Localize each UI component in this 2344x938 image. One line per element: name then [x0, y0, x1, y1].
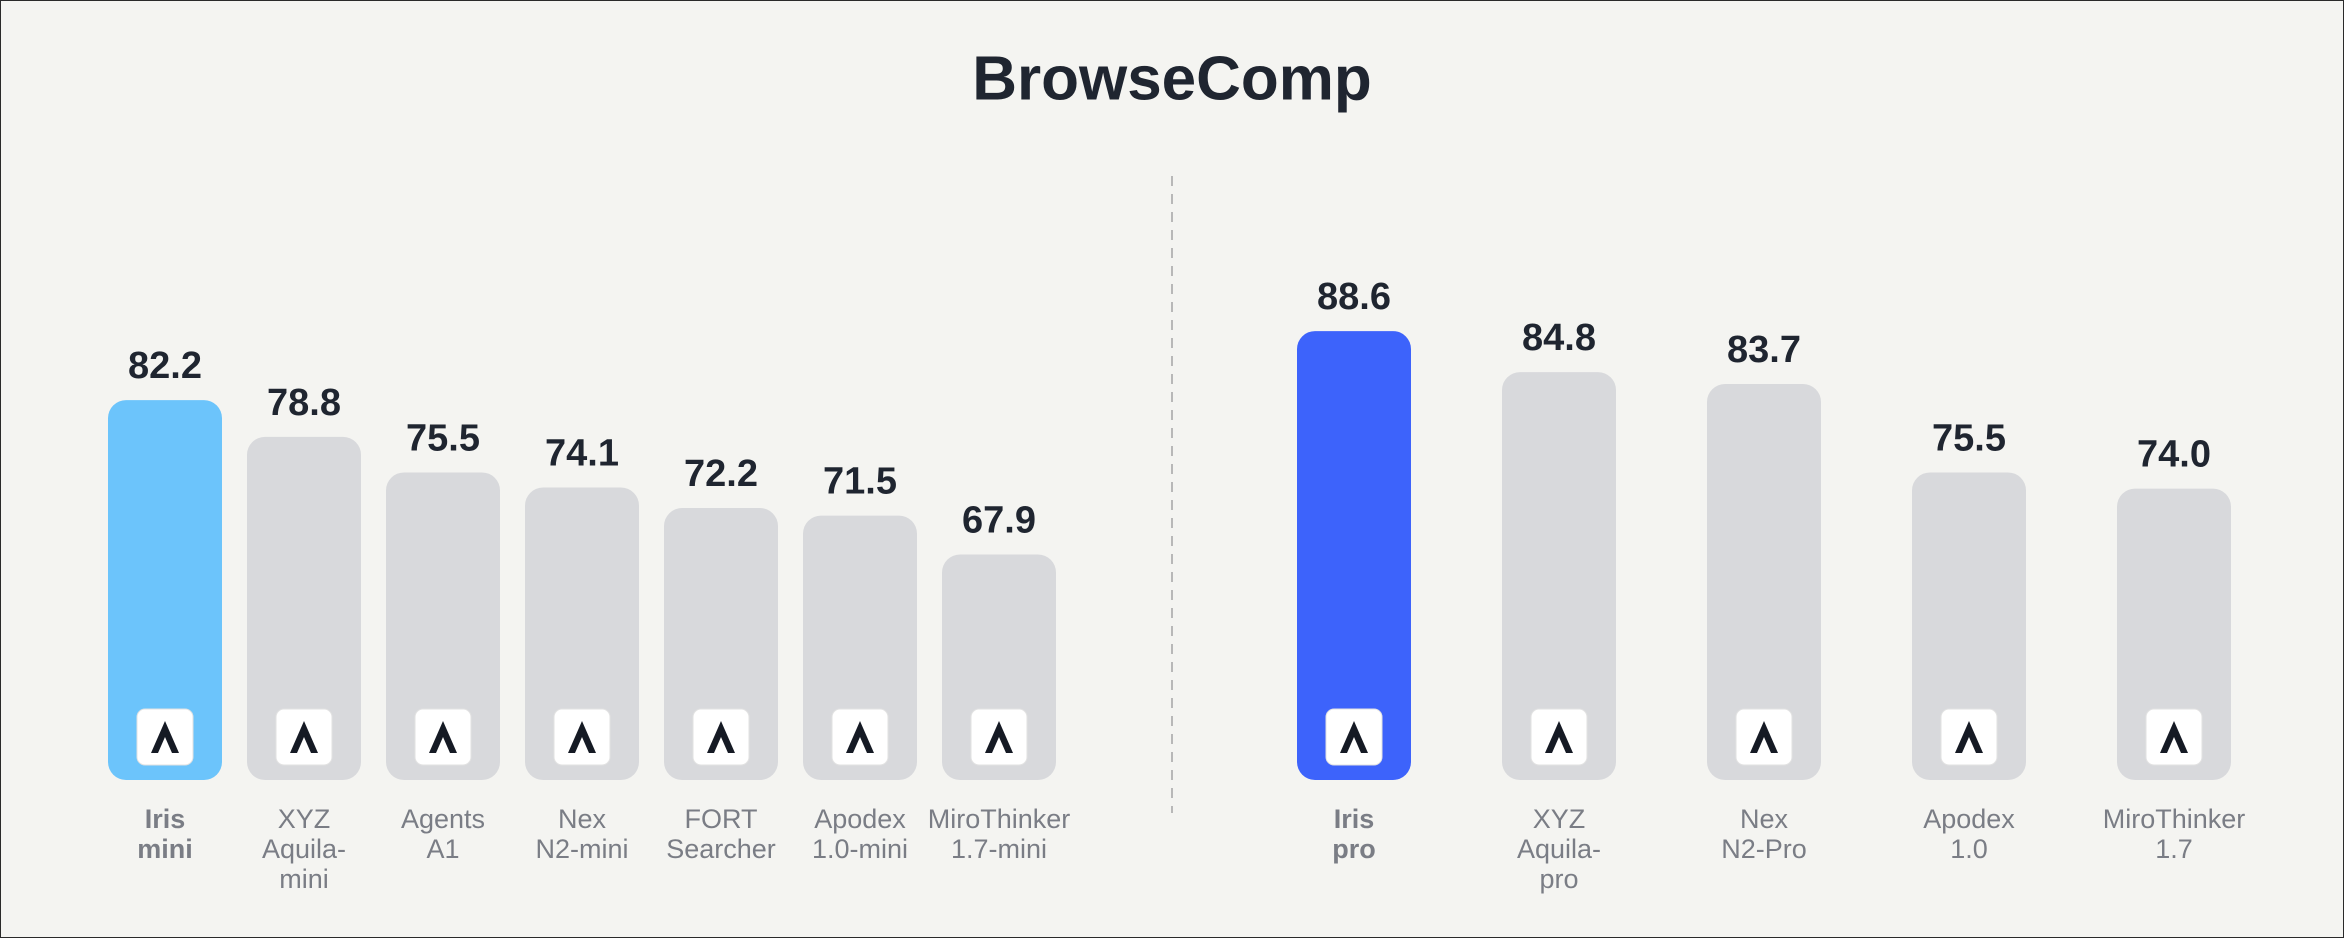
model-logo [692, 708, 750, 766]
logo-glyph [568, 721, 596, 753]
value-label: 67.9 [962, 499, 1036, 541]
model-logo [414, 708, 472, 766]
logo-glyph [2160, 721, 2188, 753]
bar [664, 508, 778, 780]
model-logo [1940, 708, 1998, 766]
bar [803, 515, 917, 780]
chart-title: BrowseComp [972, 44, 1372, 113]
logo-glyph [1545, 721, 1573, 753]
value-label: 75.5 [1932, 417, 2006, 459]
model-logo [553, 708, 611, 766]
bar [1707, 383, 1821, 780]
x-tick-label: MiroThinker 1.7 [2102, 804, 2246, 864]
model-logo [2145, 708, 2203, 766]
bar [525, 487, 639, 780]
value-label: 83.7 [1727, 329, 1801, 371]
x-tick-label: Apodex 1.0-mini [811, 804, 909, 864]
value-label: 74.0 [2137, 434, 2211, 476]
bar [1912, 472, 2026, 780]
bar [247, 436, 361, 780]
logo-glyph [985, 721, 1013, 753]
model-logo [1735, 708, 1793, 766]
x-tick-label: Nex N2-mini [535, 804, 629, 864]
bar [2117, 488, 2231, 780]
bar [108, 400, 222, 780]
model-logo [970, 708, 1028, 766]
value-label: 78.8 [267, 382, 341, 424]
logo-glyph [290, 721, 318, 753]
value-label: 88.6 [1317, 276, 1391, 318]
model-logo [1325, 708, 1383, 766]
model-logo [136, 708, 194, 766]
logo-glyph [1750, 721, 1778, 753]
x-tick-label: MiroThinker 1.7-mini [927, 804, 1071, 864]
model-logo [275, 708, 333, 766]
x-tick-label: Nex N2-Pro [1721, 804, 1807, 864]
logo-glyph [846, 721, 874, 753]
x-tick-label: Iris mini [137, 804, 193, 864]
logo-glyph [1955, 721, 1983, 753]
value-label: 72.2 [684, 453, 758, 495]
x-tick-label: FORT Searcher [666, 804, 776, 864]
logo-glyph [707, 721, 735, 753]
bar [386, 472, 500, 780]
logo-glyph [1340, 721, 1368, 753]
value-label: 82.2 [128, 345, 202, 387]
logo-glyph [429, 721, 457, 753]
model-logo [1530, 708, 1588, 766]
x-tick-label: Apodex 1.0 [1923, 804, 2015, 864]
bar [1502, 372, 1616, 780]
x-tick-label: XYZ Aquila- mini [261, 804, 347, 894]
model-logo [831, 708, 889, 766]
value-label: 84.8 [1522, 317, 1596, 359]
value-label: 75.5 [406, 417, 480, 459]
logo-glyph [151, 721, 179, 753]
x-tick-label: Iris pro [1332, 804, 1376, 864]
value-label: 71.5 [823, 461, 897, 503]
bar [1297, 331, 1411, 780]
value-label: 74.1 [545, 433, 619, 475]
x-tick-label: Agents A1 [400, 804, 486, 864]
x-tick-label: XYZ Aquila- pro [1516, 804, 1602, 894]
